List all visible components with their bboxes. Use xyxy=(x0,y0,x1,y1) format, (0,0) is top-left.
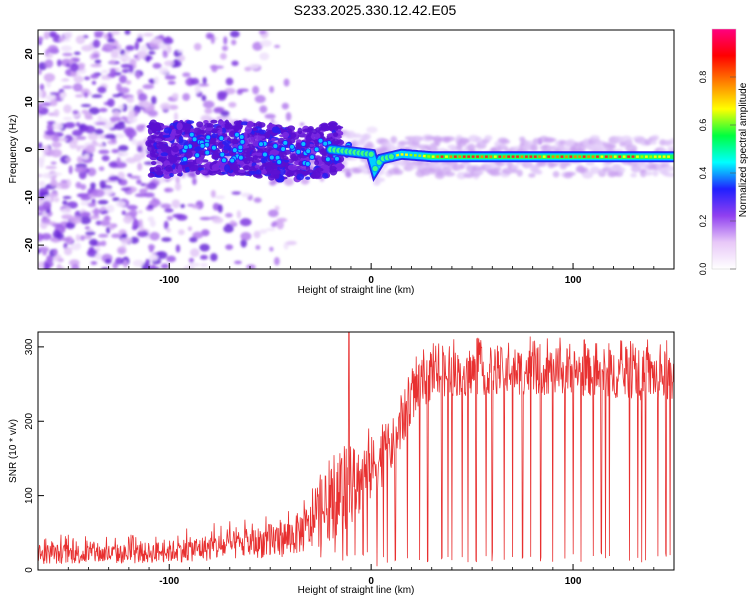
spectrogram-y-ticks: -20 -10 0 10 20 xyxy=(24,48,44,252)
snr-frame xyxy=(37,331,675,571)
colorbar-tick-label: 0.4 xyxy=(698,167,708,180)
spectrogram-y-tick-label: -10 xyxy=(24,190,35,205)
colorbar-tick-label: 0.2 xyxy=(698,215,708,228)
figure-title: S233.2025.330.12.42.E05 xyxy=(293,2,457,18)
colorbar-tick-label: 0.6 xyxy=(698,119,708,132)
colorbar-tick-label: 0.0 xyxy=(698,263,708,276)
colorbar-strip xyxy=(712,29,736,269)
snr-y-tick-label: 300 xyxy=(24,338,35,355)
spectrogram-ridge-band xyxy=(325,144,674,183)
spectrogram-x-label: Height of straight line (km) xyxy=(298,285,415,296)
spectrogram-y-tick-label: -20 xyxy=(24,237,35,252)
spectrogram-y-tick-label: 20 xyxy=(24,48,35,60)
colorbar-frame xyxy=(711,28,737,270)
colorbar-tick-label: 0.8 xyxy=(698,71,708,84)
snr-panel: -100 0 100 0 100 200 300 Height of straight l… xyxy=(8,331,675,596)
spectrogram-x-tick-label: 100 xyxy=(565,275,582,286)
snr-x-label: Height of straight line (km) xyxy=(298,585,415,596)
spectrogram-x-tick-label: 0 xyxy=(368,275,374,286)
snr-x-tick-label: 100 xyxy=(565,576,582,587)
snr-y-ticks: 0 100 200 300 xyxy=(24,338,44,573)
snr-x-tick-label: -100 xyxy=(159,576,179,587)
snr-y-tick-label: 0 xyxy=(24,567,35,573)
snr-x-tick-label: 0 xyxy=(368,576,374,587)
spectrogram-heatmap xyxy=(38,30,674,269)
spectrogram-x-ticks: -100 0 100 xyxy=(67,263,675,286)
snr-y-label: SNR (10 * v/v) xyxy=(8,419,19,483)
spectrogram-ridge-blobs xyxy=(145,119,353,183)
colorbar: 0.0 0.2 0.4 0.6 0.8 Normalized spectral ampl… xyxy=(698,28,749,276)
spectrogram-y-tick-label: 10 xyxy=(24,96,35,108)
colorbar-label: Normalized spectral amplitude xyxy=(738,82,749,217)
spectrogram-y-label: Frequency (Hz) xyxy=(8,115,19,184)
colorbar-ticks: 0.0 0.2 0.4 0.6 0.8 xyxy=(698,71,736,276)
spectrogram-y-tick-label: 0 xyxy=(24,146,35,152)
snr-x-ticks: -100 0 100 xyxy=(67,564,675,587)
spectrogram-x-tick-label: -100 xyxy=(159,275,179,286)
snr-series-line xyxy=(38,332,674,567)
snr-y-tick-label: 200 xyxy=(24,412,35,429)
snr-y-tick-label: 100 xyxy=(24,487,35,504)
